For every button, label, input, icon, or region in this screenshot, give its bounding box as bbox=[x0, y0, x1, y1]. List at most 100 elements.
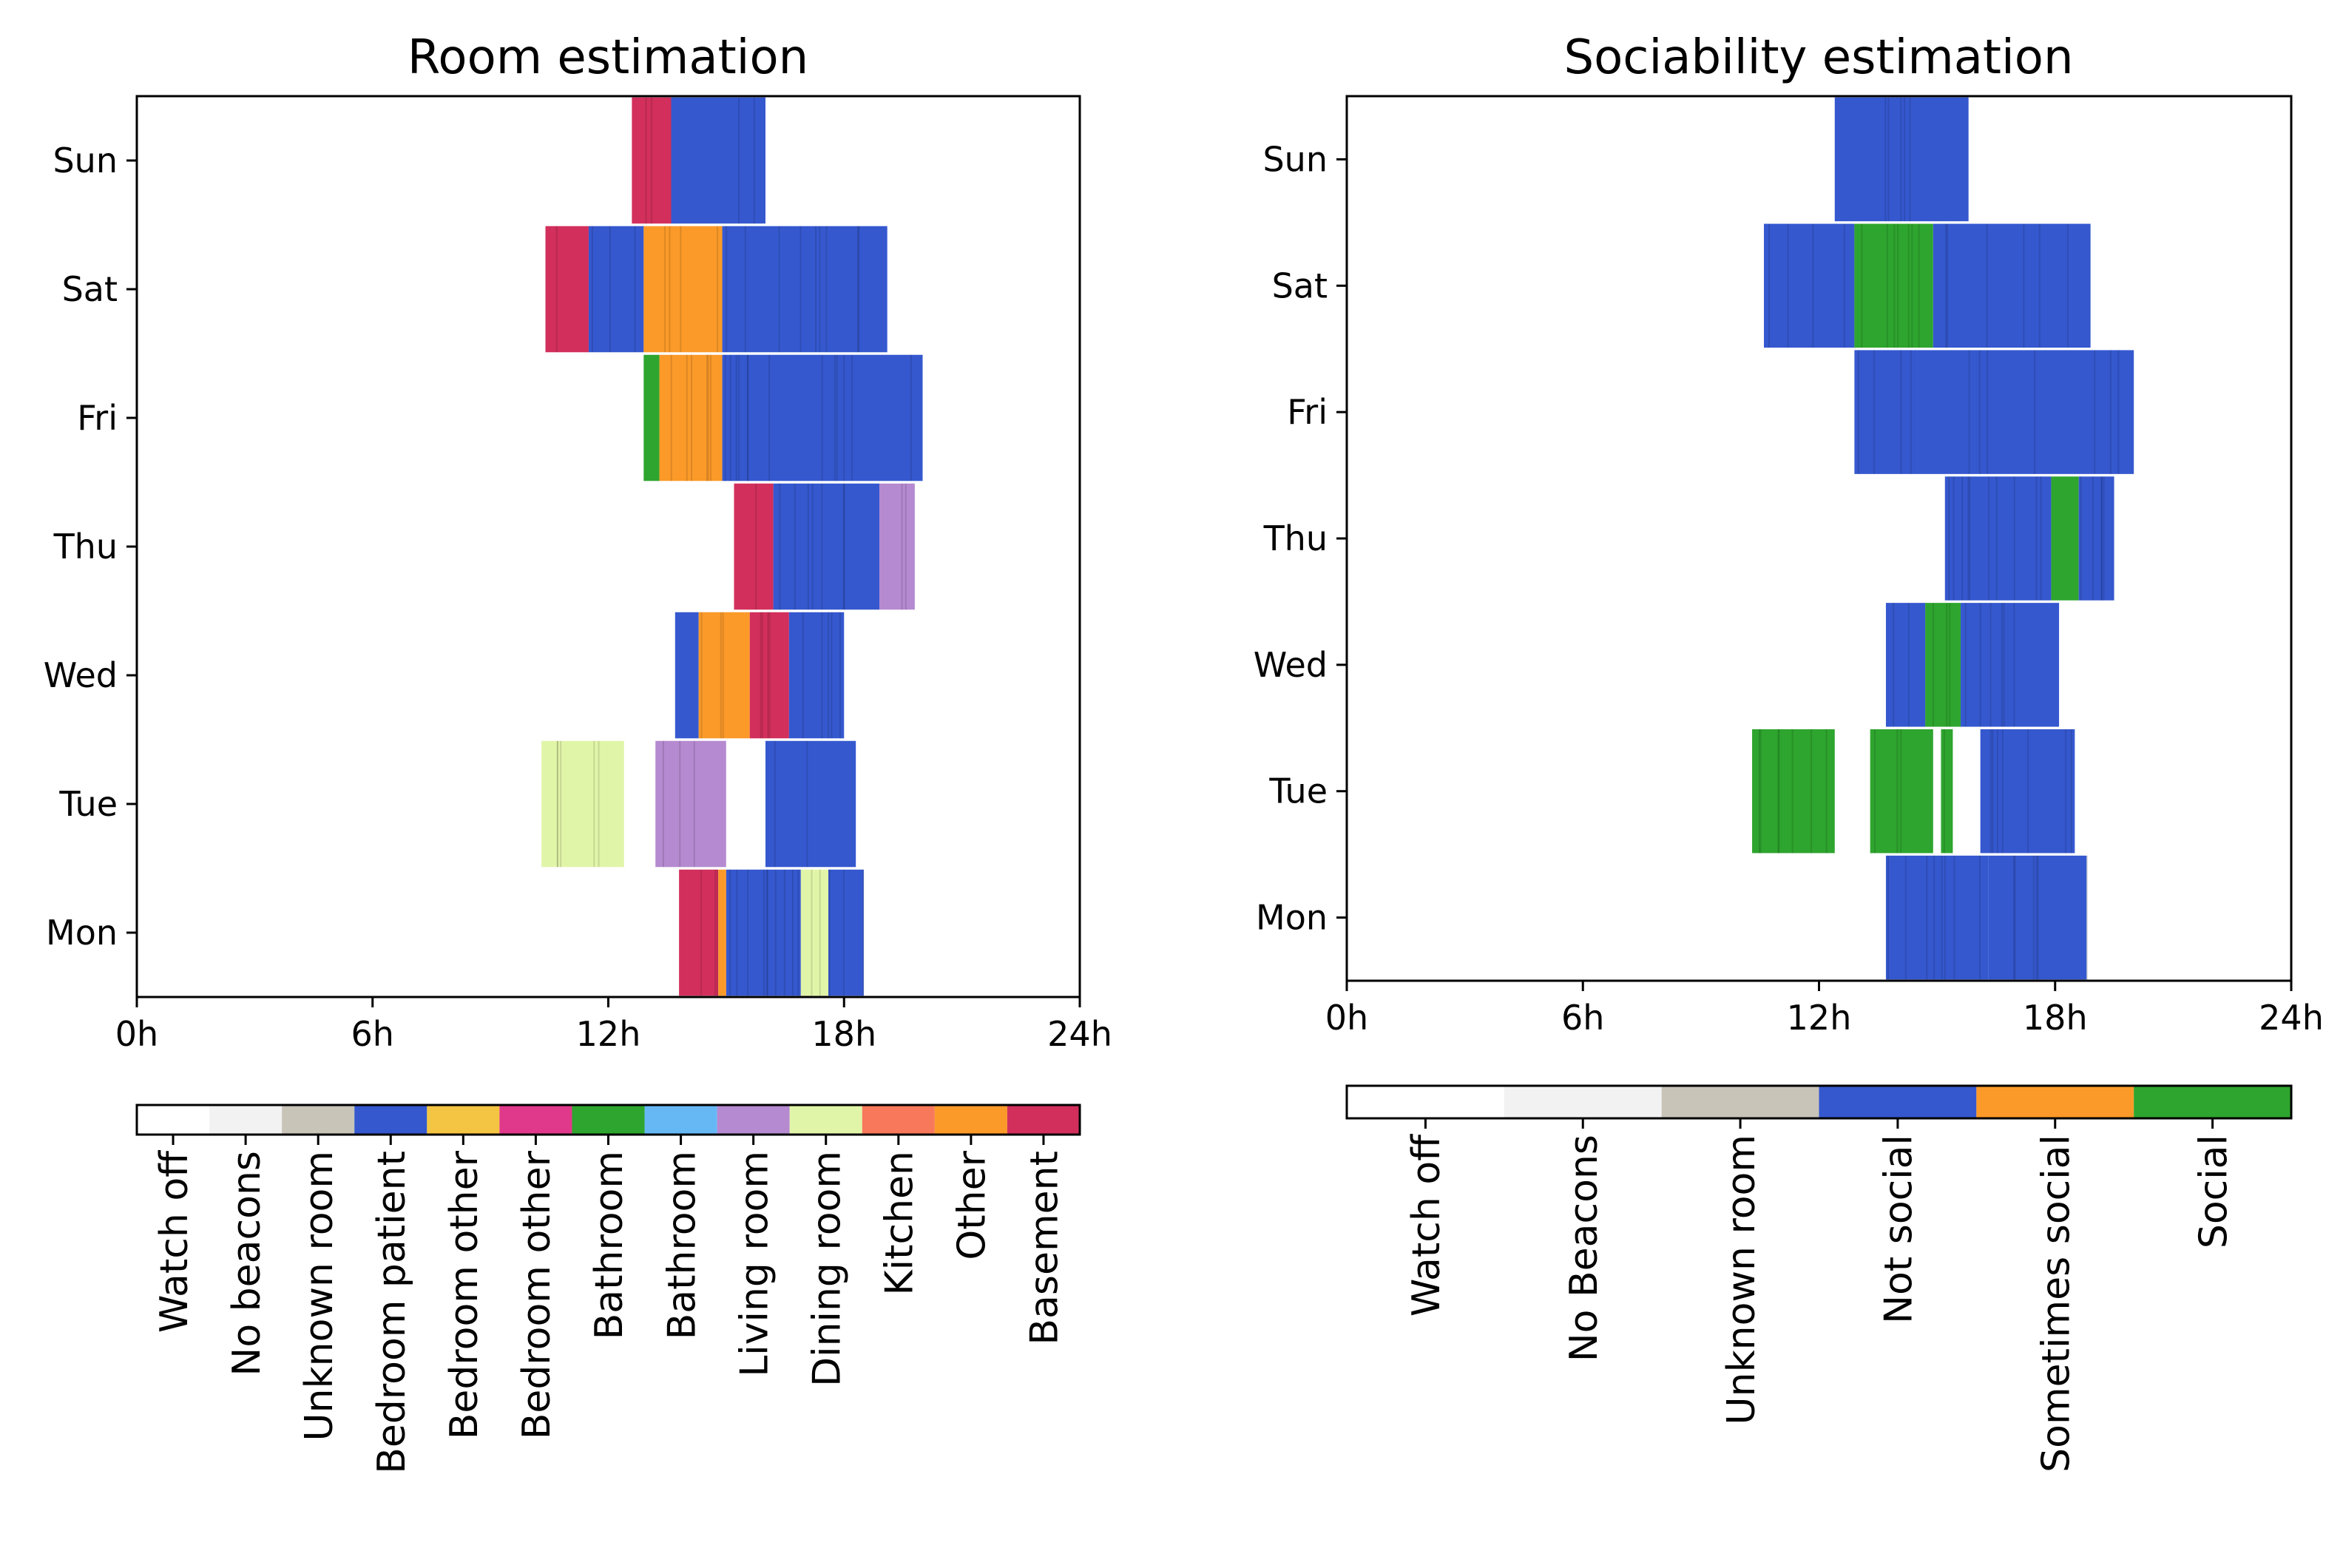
social-legend-swatch-sometimes-social bbox=[1976, 1086, 2134, 1118]
room-bar-tue-3 bbox=[737, 740, 765, 868]
room-bar-tue-0-stripe bbox=[598, 740, 600, 868]
room-xtick-label-0h: 0h bbox=[115, 1014, 158, 1054]
social-bar-sat-0-stripe bbox=[1843, 223, 1845, 348]
social-legend-swatch-watch-off bbox=[1347, 1086, 1504, 1118]
room-legend-label-basement: Basement bbox=[1023, 1151, 1067, 1345]
room-legend-swatch-unknown-room bbox=[282, 1105, 355, 1135]
social-bar-tue-0 bbox=[1752, 729, 1835, 854]
social-bar-wed-1-stripe bbox=[1932, 603, 1934, 727]
social-bar-thu-2-stripe bbox=[2092, 476, 2094, 601]
room-legend-swatch-kitchen bbox=[862, 1105, 935, 1135]
social-bar-thu-0-stripe bbox=[1969, 476, 1971, 601]
social-bar-thu-0-stripe bbox=[1961, 476, 1964, 601]
social-bar-sun-0-stripe bbox=[1887, 97, 1890, 222]
social-bar-thu-0-stripe bbox=[1948, 476, 1950, 601]
social-bar-sat-1-stripe bbox=[1907, 223, 1910, 348]
room-bar-tue-4-stripe bbox=[774, 740, 776, 868]
room-legend-swatch-no-beacons bbox=[209, 1105, 283, 1135]
social-bar-wed-2-stripe bbox=[2003, 603, 2005, 727]
social-bar-sat-1-stripe bbox=[1896, 223, 1899, 348]
room-bar-fri-2-stripe bbox=[836, 354, 838, 481]
social-bar-fri-1-stripe bbox=[2117, 350, 2120, 474]
room-legend-label-bedroom-patient: Bedroom patient bbox=[370, 1151, 414, 1474]
room-legend-label-bedroom-other: Bedroom other bbox=[442, 1150, 487, 1439]
social-ytick-label-wed: Wed bbox=[1254, 645, 1328, 685]
social-legend-label-watch-off: Watch off bbox=[1404, 1134, 1449, 1317]
room-legend-swatch-bathroom bbox=[572, 1105, 645, 1135]
room-legend-label-bathroom: Bathroom bbox=[587, 1151, 632, 1339]
social-bar-tue-3-stripe bbox=[1989, 729, 1992, 854]
social-bar-tue-1-stripe bbox=[1874, 729, 1876, 854]
social-bar-thu-0 bbox=[1944, 476, 2052, 601]
social-bar-tue-0-stripe bbox=[1791, 729, 1793, 854]
social-bar-thu-0-stripe bbox=[1967, 476, 1970, 601]
room-estimation-chart: Room estimation Mon Tue Wed Thu Fri Sat Sun 0h… bbox=[44, 30, 1112, 1474]
social-bar-thu-0-stripe bbox=[1988, 476, 1990, 601]
room-bar-thu-2-stripe bbox=[901, 483, 903, 610]
room-bar-mon-3-stripe bbox=[811, 869, 813, 996]
social-bar-sat-1-stripe bbox=[1886, 223, 1888, 348]
social-bar-thu-2-stripe bbox=[2100, 476, 2103, 601]
social-bar-mon-1-stripe bbox=[2086, 855, 2089, 980]
room-bar-thu-2-stripe bbox=[905, 483, 907, 610]
room-bar-wed-3-stripe bbox=[802, 612, 804, 739]
room-bar-sat-0 bbox=[545, 226, 589, 353]
social-bar-thu-0-stripe bbox=[1952, 476, 1955, 601]
social-bar-sat-2-stripe bbox=[1986, 223, 1988, 348]
room-bar-tue-4-stripe bbox=[806, 740, 808, 868]
social-bar-mon-1 bbox=[1988, 855, 2087, 980]
social-bar-tue-3-stripe bbox=[2070, 729, 2072, 854]
social-bar-sat-0-stripe bbox=[1812, 223, 1814, 348]
room-bar-mon-2-stripe bbox=[797, 869, 799, 996]
social-bar-wed-2-stripe bbox=[1989, 603, 1992, 727]
room-bar-sun-0 bbox=[632, 97, 672, 224]
room-bar-sat-3-stripe bbox=[858, 226, 860, 353]
social-x-axis: 0h 6h 12h 18h 24h bbox=[1325, 981, 2324, 1038]
room-bar-sat-3-stripe bbox=[814, 226, 816, 353]
room-bar-mon-2-stripe bbox=[763, 869, 765, 996]
room-x-axis: 0h 6h 12h 18h 24h bbox=[115, 997, 1112, 1054]
room-bar-thu-1-stripe bbox=[821, 483, 823, 610]
social-chart-title: Sociability estimation bbox=[1564, 30, 2074, 85]
social-bar-tue-3-stripe bbox=[1992, 729, 1994, 854]
social-bar-tue-3-stripe bbox=[2065, 729, 2067, 854]
room-legend-label-other: Other bbox=[950, 1150, 995, 1260]
room-bar-sat-1-stripe bbox=[634, 226, 636, 353]
room-bar-mon-3 bbox=[800, 869, 828, 996]
room-bar-fri-2-stripe bbox=[843, 354, 845, 481]
social-legend-label-social: Social bbox=[2191, 1135, 2236, 1248]
room-chart-title: Room estimation bbox=[408, 30, 808, 85]
room-bar-mon-0-stripe bbox=[716, 869, 718, 996]
room-bar-sat-2-stripe bbox=[664, 226, 666, 353]
room-bar-tue-0-stripe bbox=[556, 740, 558, 868]
room-bar-tue-1-stripe bbox=[693, 740, 695, 868]
social-legend-frame bbox=[1345, 1084, 2293, 1120]
social-bar-thu-2-stripe bbox=[2100, 476, 2103, 601]
social-bar-sun-0-stripe bbox=[1904, 97, 1906, 222]
room-bar-sun-1-stripe bbox=[753, 97, 755, 224]
room-ytick-label-mon: Mon bbox=[46, 913, 118, 953]
room-bar-fri-2-stripe bbox=[910, 354, 912, 481]
social-bar-fri-1-stripe bbox=[1987, 350, 1989, 474]
room-bar-mon-4-stripe bbox=[828, 869, 831, 996]
room-legend-label-bedroom-other: Bedroom other bbox=[515, 1150, 559, 1439]
social-legend-label-not-social: Not social bbox=[1877, 1135, 1921, 1324]
social-bar-sat-0 bbox=[1764, 223, 1855, 348]
room-bar-mon-0-stripe bbox=[714, 869, 717, 996]
social-bar-sat-1-stripe bbox=[1861, 223, 1863, 348]
room-bar-sat-2-stripe bbox=[669, 226, 671, 353]
social-bar-fri-0-stripe bbox=[1910, 350, 1912, 474]
room-bar-thu-1-stripe bbox=[842, 483, 845, 610]
social-bar-mon-0-stripe bbox=[1933, 855, 1935, 980]
social-bar-wed-2-stripe bbox=[2013, 603, 2015, 727]
room-bar-sat-2-stripe bbox=[680, 226, 682, 353]
social-bar-fri-1-stripe bbox=[2034, 350, 2036, 474]
social-bar-mon-1-stripe bbox=[2014, 855, 2016, 980]
room-legend-swatch-bedroom-patient bbox=[354, 1105, 427, 1135]
room-legend-label-kitchen: Kitchen bbox=[878, 1151, 922, 1295]
room-bar-wed-1-stripe bbox=[700, 612, 703, 739]
room-bar-tue-2 bbox=[726, 740, 738, 868]
room-bar-sat-3-stripe bbox=[726, 226, 728, 353]
room-bar-fri-2-stripe bbox=[729, 354, 731, 481]
room-ytick-label-wed: Wed bbox=[44, 655, 118, 695]
